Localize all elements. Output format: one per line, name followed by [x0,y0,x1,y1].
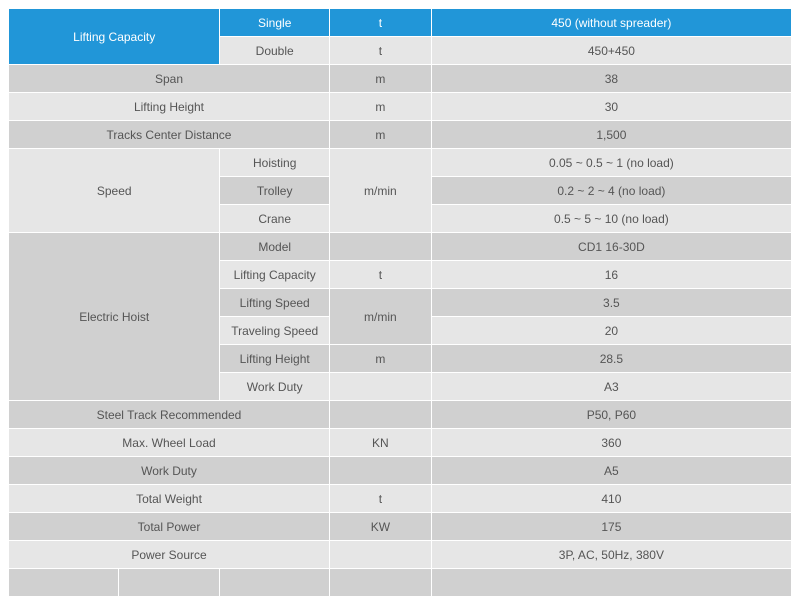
cell-value: 3P, AC, 50Hz, 380V [431,541,791,569]
cell-unit: m [330,93,432,121]
cell-param-total-weight: Total Weight [9,485,330,513]
cell-param-power-source: Power Source [9,541,330,569]
cell-value: 30 [431,93,791,121]
cell-sub-hoisting: Hoisting [220,149,330,177]
cell-param-tracks-center: Tracks Center Distance [9,121,330,149]
cell-unit-hoist-speed: m/min [330,289,432,345]
cell-value: 38 [431,65,791,93]
cell-empty [330,569,432,597]
cell-value: 450 (without spreader) [431,9,791,37]
table-row: Power Source 3P, AC, 50Hz, 380V [9,541,792,569]
table-row: Work Duty A5 [9,457,792,485]
cell-sub-duty: Work Duty [220,373,330,401]
cell-unit [330,233,432,261]
cell-unit: m [330,121,432,149]
cell-value: 3.5 [431,289,791,317]
cell-empty [220,569,330,597]
cell-empty [9,569,119,597]
table-row: Speed Hoisting m/min 0.05 ~ 0.5 ~ 1 (no … [9,149,792,177]
cell-unit-speed: m/min [330,149,432,233]
cell-value: 360 [431,429,791,457]
cell-value: CD1 16-30D [431,233,791,261]
cell-unit: t [330,485,432,513]
table-row: Lifting Capacity Single t 450 (without s… [9,9,792,37]
table-row: Tracks Center Distance m 1,500 [9,121,792,149]
cell-sub-tspeed: Traveling Speed [220,317,330,345]
cell-value: 410 [431,485,791,513]
cell-unit: t [330,37,432,65]
cell-sub-capacity: Lifting Capacity [220,261,330,289]
cell-value: 28.5 [431,345,791,373]
cell-unit: m [330,65,432,93]
cell-value: 175 [431,513,791,541]
cell-sub-model: Model [220,233,330,261]
cell-param-work-duty: Work Duty [9,457,330,485]
table-row-empty [9,569,792,597]
cell-unit [330,541,432,569]
cell-unit [330,401,432,429]
cell-value: 20 [431,317,791,345]
cell-unit: m [330,345,432,373]
cell-param-speed: Speed [9,149,220,233]
cell-param-steel-track: Steel Track Recommended [9,401,330,429]
table-row: Span m 38 [9,65,792,93]
cell-unit: KW [330,513,432,541]
cell-unit: t [330,261,432,289]
cell-value: 0.2 ~ 2 ~ 4 (no load) [431,177,791,205]
cell-value: 450+450 [431,37,791,65]
cell-unit [330,457,432,485]
table-row: Max. Wheel Load KN 360 [9,429,792,457]
cell-unit: t [330,9,432,37]
cell-sub-lheight: Lifting Height [220,345,330,373]
cell-value: 16 [431,261,791,289]
cell-unit: KN [330,429,432,457]
spec-table: Lifting Capacity Single t 450 (without s… [8,8,792,597]
cell-sub-crane: Crane [220,205,330,233]
cell-param-span: Span [9,65,330,93]
cell-sub-single: Single [220,9,330,37]
table-row: Steel Track Recommended P50, P60 [9,401,792,429]
cell-param-wheel-load: Max. Wheel Load [9,429,330,457]
table-row: Total Power KW 175 [9,513,792,541]
cell-empty [431,569,791,597]
cell-value: P50, P60 [431,401,791,429]
cell-value: 0.5 ~ 5 ~ 10 (no load) [431,205,791,233]
cell-param-total-power: Total Power [9,513,330,541]
table-row: Lifting Height m 30 [9,93,792,121]
cell-value: 0.05 ~ 0.5 ~ 1 (no load) [431,149,791,177]
cell-value: 1,500 [431,121,791,149]
cell-unit [330,373,432,401]
cell-sub-trolley: Trolley [220,177,330,205]
cell-value: A3 [431,373,791,401]
table-row: Total Weight t 410 [9,485,792,513]
cell-value: A5 [431,457,791,485]
cell-param-electric-hoist: Electric Hoist [9,233,220,401]
cell-param-lifting-capacity: Lifting Capacity [9,9,220,65]
cell-sub-lspeed: Lifting Speed [220,289,330,317]
cell-sub-double: Double [220,37,330,65]
cell-param-lifting-height: Lifting Height [9,93,330,121]
cell-empty [118,569,220,597]
table-row: Electric Hoist Model CD1 16-30D [9,233,792,261]
